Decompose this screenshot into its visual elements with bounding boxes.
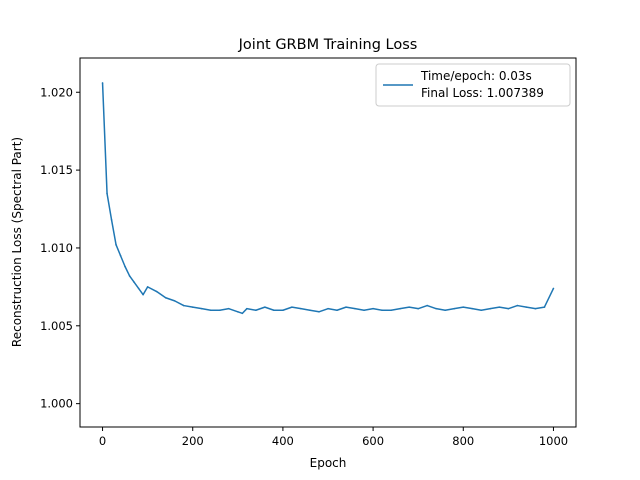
loss-data-point — [237, 310, 239, 313]
loss-data-point — [146, 286, 149, 288]
loss-data-point — [255, 309, 257, 312]
y-tick-label: 1.010 — [40, 241, 73, 255]
chart-title: Joint GRBM Training Loss — [238, 37, 418, 53]
loss-data-point — [182, 304, 185, 307]
loss-data-point — [309, 309, 311, 312]
loss-data-point — [363, 309, 365, 312]
loss-data-point — [507, 307, 510, 310]
loss-data-point — [291, 306, 293, 308]
plot-frame — [79, 57, 577, 428]
legend-entry-final-loss: Final Loss: 1.007389 — [421, 86, 544, 100]
loss-data-point — [124, 265, 126, 268]
loss-data-point — [209, 309, 212, 312]
loss-data-point — [327, 307, 329, 310]
loss-data-point — [128, 275, 131, 277]
loss-data-point — [264, 306, 266, 308]
loss-data-point — [345, 306, 347, 308]
loss-data-point — [417, 307, 419, 310]
y-tick-label: 1.000 — [40, 397, 73, 411]
loss-data-point — [101, 82, 104, 84]
loss-data-point — [543, 306, 546, 308]
legend-entry-time: Time/epoch: 0.03s — [420, 69, 532, 83]
loss-data-point — [408, 306, 410, 308]
loss-data-point — [552, 287, 555, 290]
x-tick-label: 0 — [99, 434, 106, 448]
loss-data-point — [110, 219, 113, 221]
y-axis-label: Reconstruction Loss (Spectral Part) — [10, 137, 24, 347]
loss-data-point — [453, 307, 456, 310]
loss-data-point — [426, 304, 429, 307]
loss-data-point — [435, 307, 438, 310]
x-axis: 0 200 400 600 800 1000 — [99, 427, 568, 448]
loss-data-point — [462, 306, 465, 308]
loss-data-point — [191, 306, 194, 308]
loss-data-point — [534, 307, 537, 310]
loss-data-point — [155, 290, 158, 293]
loss-data-point — [200, 307, 203, 310]
loss-data-point — [282, 309, 284, 312]
loss-data-point — [119, 254, 122, 257]
x-tick-label: 400 — [272, 434, 294, 448]
x-tick-label: 800 — [452, 434, 474, 448]
x-tick-label: 600 — [362, 434, 384, 448]
loss-data-point — [133, 281, 135, 284]
loss-data-point — [372, 307, 374, 310]
loss-data-point — [273, 309, 275, 312]
x-tick-label: 200 — [182, 434, 204, 448]
loss-data-point — [164, 296, 167, 299]
x-axis-label: Epoch — [310, 456, 347, 470]
loss-data-point — [498, 306, 501, 308]
y-axis: 1.000 1.005 1.010 1.015 1.020 — [40, 85, 80, 411]
loss-data-point — [444, 309, 447, 312]
loss-data-point — [480, 309, 483, 312]
y-tick-label: 1.015 — [40, 163, 73, 177]
loss-data-point — [489, 307, 492, 310]
loss-data-point — [228, 307, 230, 310]
x-tick-label: 1000 — [539, 434, 568, 448]
legend-box — [375, 63, 571, 107]
loss-data-point — [516, 304, 519, 307]
loss-data-point — [173, 300, 176, 302]
loss-data-point — [300, 307, 302, 310]
loss-data-point — [218, 309, 221, 312]
loss-data-point — [381, 309, 383, 312]
loss-data-point — [241, 312, 244, 315]
legend: Time/epoch: 0.03s Final Loss: 1.007389 — [375, 63, 571, 107]
loss-data-point — [246, 307, 248, 310]
loss-data-point — [137, 287, 140, 290]
series-layer — [101, 82, 555, 315]
loss-data-point — [115, 244, 117, 246]
loss-data-point — [106, 192, 108, 195]
loss-data-point — [399, 307, 401, 310]
loss-data-point — [525, 306, 528, 308]
y-tick-label: 1.020 — [40, 85, 73, 99]
y-tick-label: 1.005 — [40, 319, 73, 333]
loss-data-point — [318, 310, 320, 313]
loss-data-point — [336, 309, 338, 312]
loss-data-point — [354, 307, 356, 310]
loss-data-point — [142, 293, 144, 296]
loss-data-point — [471, 307, 474, 310]
loss-data-point — [390, 309, 392, 312]
